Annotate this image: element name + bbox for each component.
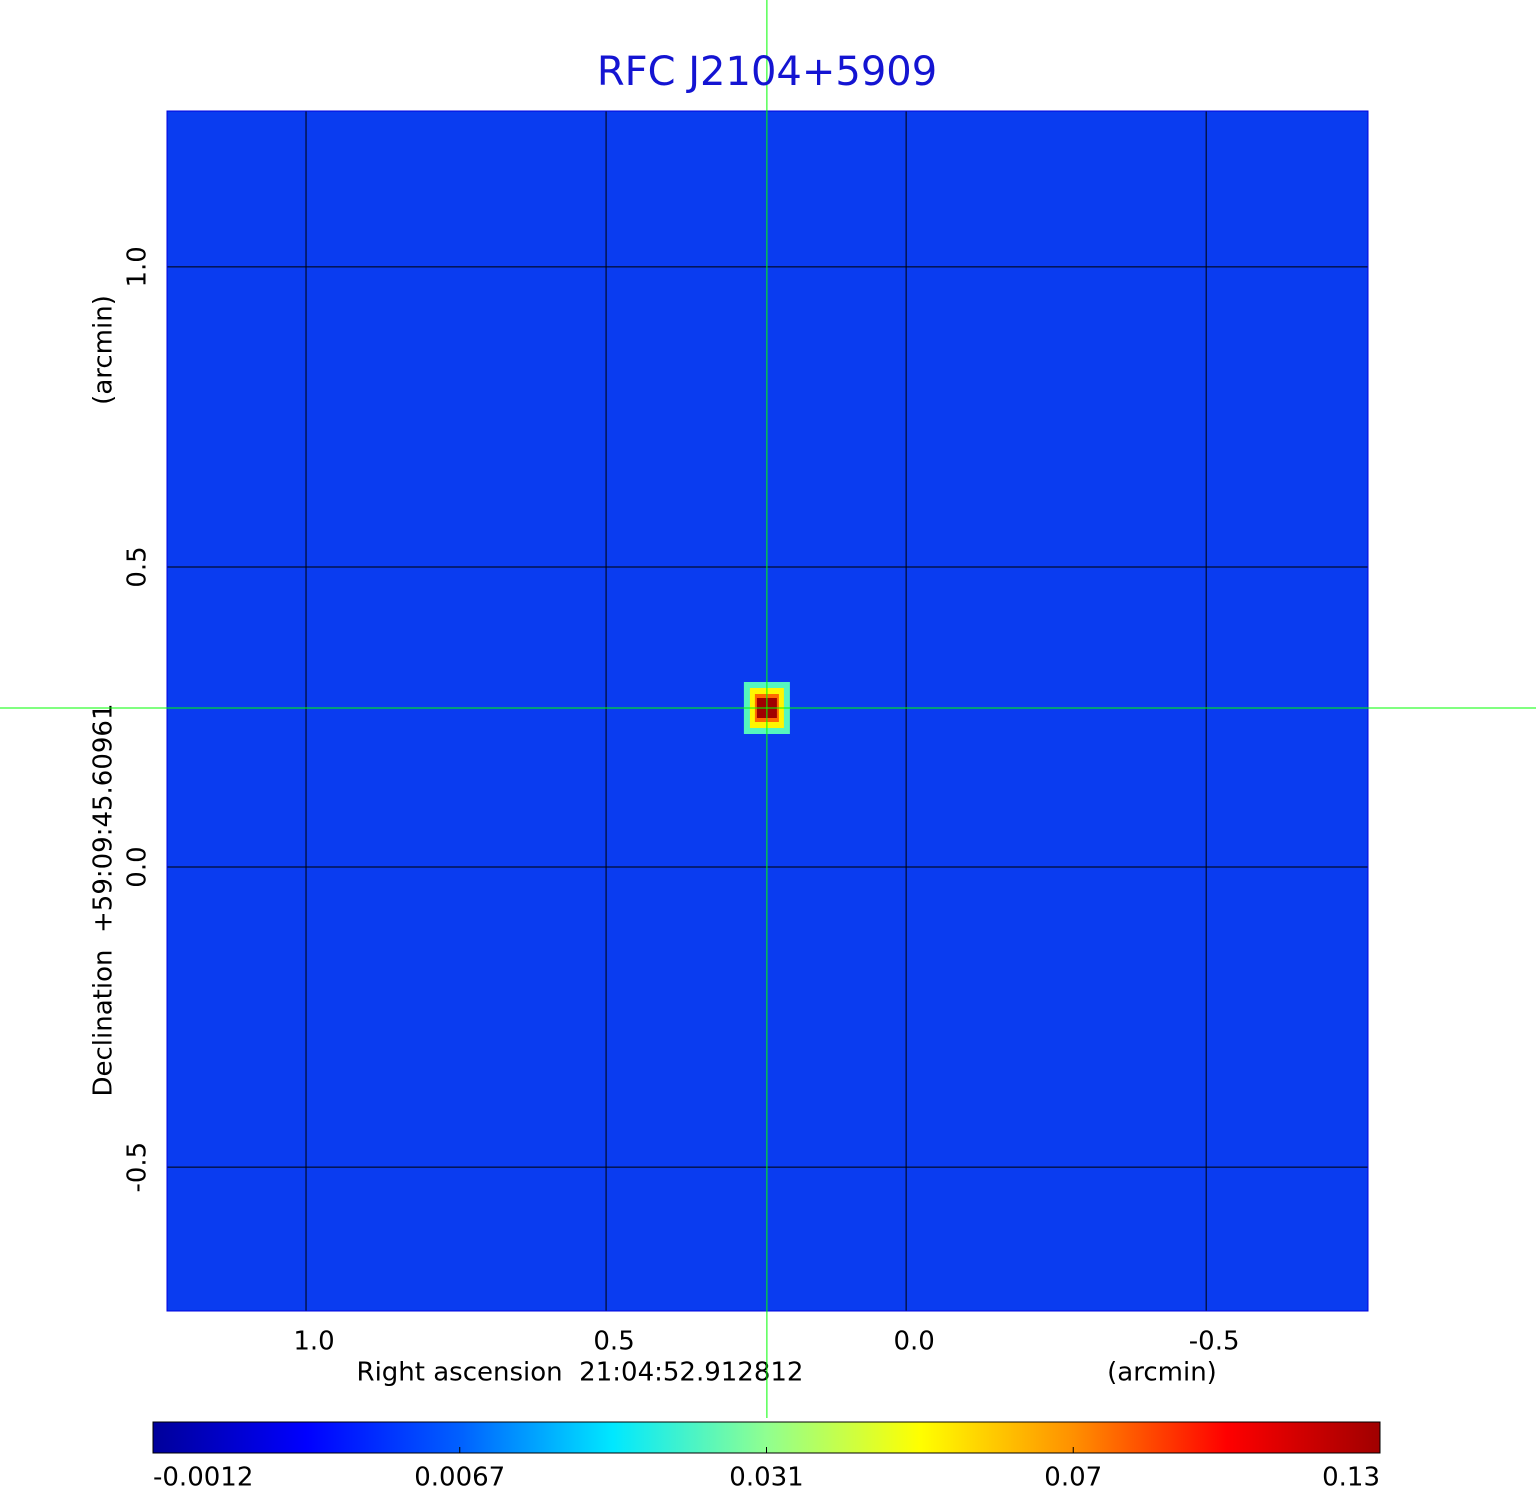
plot-frame: [163, 107, 1372, 1315]
x-tick-label: 0.0: [893, 1327, 934, 1357]
colorbar-tick-label: 0.0067: [414, 1463, 505, 1493]
y-tick-label: -0.5: [123, 1142, 153, 1193]
x-tick-label: -0.5: [1189, 1327, 1240, 1357]
colorbar-tick-label: 0.031: [729, 1463, 803, 1493]
y-tick-label: 0.5: [123, 546, 153, 587]
x-axis-label: Right ascension 21:04:52.912812: [357, 1358, 804, 1388]
colorbar-tick-label: -0.0012: [153, 1463, 253, 1493]
y-tick-label: 1.0: [123, 246, 153, 287]
x-tick-label: 0.5: [593, 1327, 634, 1357]
y-axis-label: Declination +59:09:45.60961: [89, 703, 119, 1096]
y-tick-label: 0.0: [123, 846, 153, 887]
x-tick-label: 1.0: [293, 1327, 334, 1357]
colorbar-tick-label: 0.07: [1044, 1463, 1102, 1493]
colorbar-tick-label: 0.13: [1322, 1463, 1380, 1493]
chart-title: RFC J2104+5909: [597, 49, 937, 95]
x-axis-unit: (arcmin): [1107, 1358, 1217, 1388]
plot-frame-inner: [166, 110, 1369, 1312]
y-axis-unit: (arcmin): [89, 295, 119, 405]
